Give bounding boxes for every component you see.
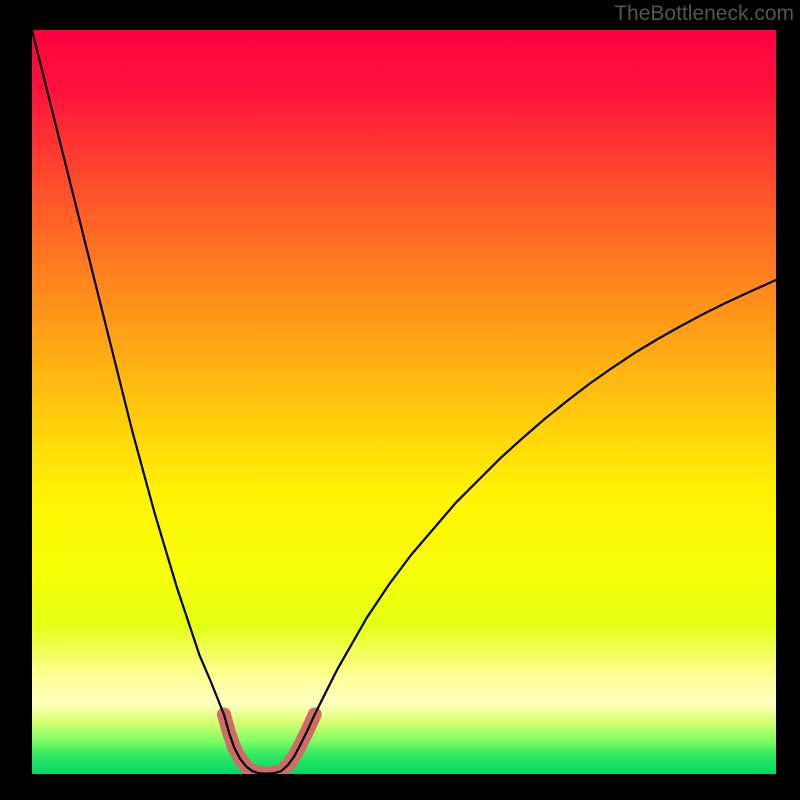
- plot-svg: [32, 30, 776, 774]
- plot-frame: [32, 30, 776, 774]
- plot-background: [32, 30, 776, 774]
- watermark-text: TheBottleneck.com: [614, 2, 794, 26]
- chart-container: TheBottleneck.com: [0, 0, 800, 800]
